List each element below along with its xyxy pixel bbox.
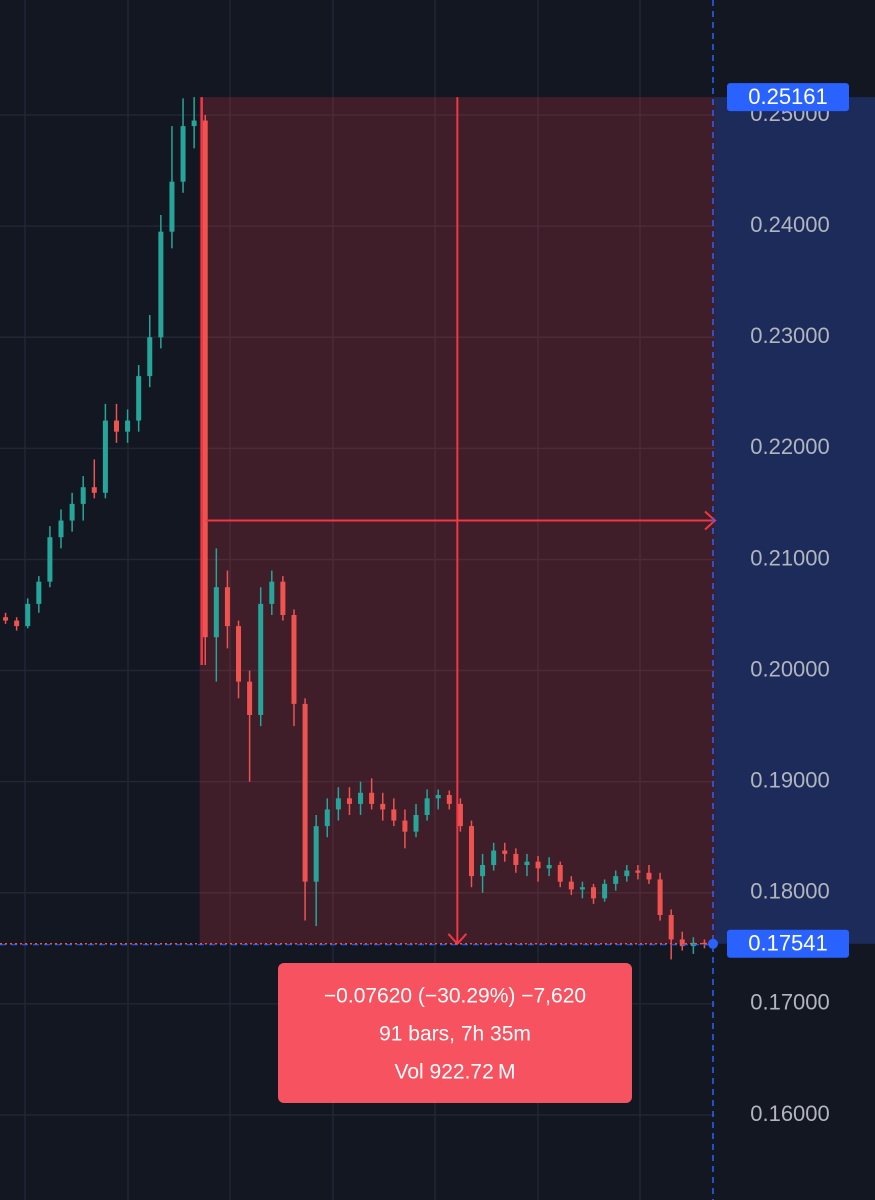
- price-tag-label: 0.17541: [748, 931, 828, 956]
- candle-body: [369, 792, 375, 804]
- candle-body: [668, 915, 674, 940]
- candle-body: [102, 420, 108, 493]
- candle-body: [546, 865, 552, 869]
- candle-body: [657, 879, 663, 915]
- candle-body: [480, 865, 486, 877]
- candle-body: [302, 703, 308, 882]
- candle-body: [402, 820, 408, 832]
- candle-body: [47, 537, 53, 582]
- y-tick-label: 0.20000: [750, 656, 830, 681]
- candle-body: [158, 231, 164, 338]
- arrow-head: [447, 933, 468, 946]
- candle-body: [3, 617, 9, 621]
- candle-body: [147, 337, 153, 377]
- candle-body: [624, 870, 630, 877]
- y-tick-label: 0.16000: [750, 1101, 830, 1126]
- candle-body: [25, 603, 31, 627]
- candle-body: [324, 809, 330, 827]
- candle-body: [36, 581, 42, 604]
- candle-body: [513, 853, 519, 865]
- candle-body: [701, 942, 707, 945]
- arrow-head: [704, 510, 717, 531]
- candle-body: [502, 850, 508, 854]
- candle-body: [568, 881, 574, 890]
- axis-highlight: [715, 97, 875, 944]
- tooltip-line: −0.07620 (−30.29%) −7,620: [324, 985, 586, 1008]
- price-tag: [727, 83, 849, 112]
- candle-body: [280, 581, 286, 615]
- candle-body: [413, 815, 419, 832]
- candle-body: [579, 887, 585, 890]
- candle-body: [446, 795, 452, 804]
- candle-body: [468, 826, 474, 877]
- candle-body: [202, 120, 208, 638]
- candle-body: [613, 876, 619, 884]
- candle-body: [125, 420, 131, 432]
- candle-body: [247, 681, 253, 715]
- candle-body: [602, 883, 608, 899]
- candle-body: [435, 795, 441, 799]
- candle-body: [236, 626, 242, 682]
- candle-body: [269, 581, 275, 604]
- candle-body: [391, 809, 397, 821]
- candle-body: [258, 603, 264, 715]
- candle-body: [291, 615, 297, 704]
- y-tick-label: 0.18000: [750, 879, 830, 904]
- candle-body: [591, 887, 597, 899]
- candle-body: [191, 120, 197, 127]
- candle-body: [136, 376, 142, 421]
- candle-body: [113, 420, 119, 432]
- price-dot: [708, 938, 718, 949]
- y-tick-label: 0.21000: [750, 545, 830, 570]
- candle-body: [346, 798, 352, 804]
- candle-body: [14, 620, 20, 627]
- y-tick-label: 0.23000: [750, 323, 830, 348]
- candle-body: [557, 865, 563, 882]
- candle-body: [180, 126, 186, 182]
- candle-body: [491, 850, 497, 865]
- candle-body: [91, 487, 97, 493]
- candle-body: [58, 520, 64, 538]
- candle-body: [335, 798, 341, 810]
- price-tag: [727, 929, 849, 958]
- candle-body: [646, 872, 652, 880]
- candle-body: [80, 487, 86, 504]
- candle-body: [69, 503, 75, 521]
- measure-tooltip: [278, 963, 632, 1103]
- tooltip-line: 91 bars, 7h 35m: [379, 1023, 531, 1046]
- candle-body: [213, 587, 219, 638]
- candle-body: [635, 870, 641, 873]
- y-tick-label: 0.17000: [750, 990, 830, 1015]
- tooltip-line: Vol 922.72 M: [395, 1061, 516, 1084]
- candle-body: [224, 587, 230, 627]
- candle-body: [457, 803, 463, 827]
- candle-body: [524, 861, 530, 865]
- y-tick-label: 0.22000: [750, 434, 830, 459]
- candle-body: [535, 861, 541, 869]
- candle-body: [424, 798, 430, 815]
- candle-body: [679, 939, 685, 947]
- candle-body: [380, 803, 386, 810]
- y-tick-label: 0.19000: [750, 767, 830, 792]
- price-tag-label: 0.25161: [748, 84, 828, 109]
- candle-body: [313, 826, 319, 882]
- candle-body: [169, 181, 175, 232]
- y-tick-label: 0.24000: [750, 212, 830, 237]
- candle-body: [358, 792, 364, 804]
